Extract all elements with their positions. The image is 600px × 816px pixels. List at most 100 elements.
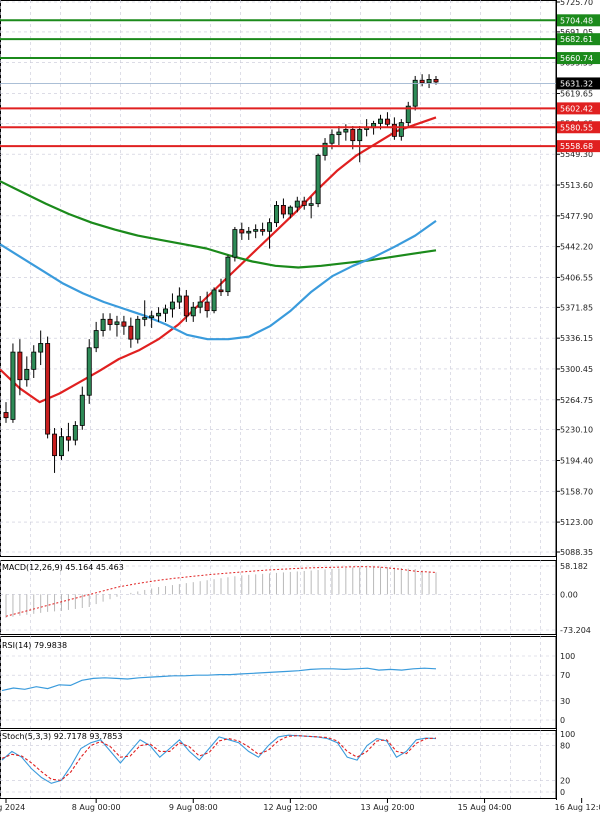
stoch-title: Stoch(5,3,3) 92.7178 93.7853 (2, 732, 122, 741)
candle (38, 343, 44, 353)
level-label-box (557, 140, 600, 153)
price-tick-label: 5123.00 (560, 518, 593, 527)
candle (384, 118, 390, 125)
x-tick-label: 12 Aug 12:00 (263, 803, 317, 812)
candle (322, 142, 328, 156)
candle (308, 203, 314, 206)
candle (3, 412, 9, 419)
candle (350, 129, 356, 142)
candle (378, 118, 383, 124)
level-label: 5660.74 (560, 54, 593, 63)
candle (93, 330, 99, 349)
price-tick-label: 5513.60 (560, 181, 593, 190)
macd-tick-label: 58.182 (560, 562, 588, 571)
price-tick-label: 5406.55 (560, 273, 593, 282)
candle (183, 295, 189, 317)
stoch-tick-label: 20 (560, 776, 570, 785)
candle (267, 222, 273, 232)
candle (10, 351, 16, 420)
candle (253, 229, 259, 232)
candle (336, 131, 342, 136)
candle (169, 301, 175, 310)
candle (343, 129, 349, 133)
price-tick-label: 5088.35 (560, 548, 593, 557)
candle (72, 425, 78, 441)
candle (135, 318, 141, 340)
candle (287, 206, 293, 215)
candle (218, 289, 224, 293)
stoch-d-line (1, 735, 437, 781)
candle (79, 394, 85, 426)
x-tick-label: 13 Aug 20:00 (360, 803, 414, 812)
candle (176, 295, 182, 303)
price-panel-frame (0, 0, 557, 557)
x-tick-label: Aug 2024 (0, 803, 25, 812)
moving-average-line-1 (0, 116, 437, 404)
rsi-panel-frame (0, 636, 557, 729)
x-tick-label: 16 Aug 12:00 (555, 803, 600, 812)
candle (114, 321, 120, 325)
candle (260, 229, 266, 232)
candle (17, 351, 23, 381)
level-label-box (557, 121, 600, 134)
candle (232, 229, 238, 258)
candle (190, 306, 196, 317)
candle (31, 351, 37, 370)
candle (239, 229, 245, 234)
candle (329, 134, 335, 144)
price-tick-label: 5549.30 (560, 150, 593, 159)
stoch-tick-label: 100 (560, 730, 575, 739)
level-label: 5704.48 (560, 16, 593, 25)
rsi-tick-label: 0 (560, 716, 565, 725)
stoch-k-line (1, 734, 437, 784)
price-tick-label: 5300.45 (560, 365, 593, 374)
candle (426, 79, 432, 84)
candle (412, 79, 418, 107)
level-label-box (557, 14, 600, 27)
candle (86, 347, 92, 396)
candle (405, 105, 411, 123)
level-label-box (557, 33, 600, 46)
candle (211, 289, 217, 312)
candle (274, 204, 279, 224)
price-tick-label: 5477.90 (560, 212, 593, 221)
level-label: 5602.42 (560, 104, 593, 113)
rsi-line (1, 667, 437, 692)
macd-tick-label: -73.204 (560, 626, 591, 635)
candle (45, 343, 51, 435)
price-tick-label: 5725.70 (560, 0, 593, 7)
level-label: 5558.68 (560, 142, 593, 151)
candle (163, 308, 168, 314)
candle (391, 123, 397, 137)
stoch-tick-label: 80 (560, 742, 570, 751)
candle (398, 122, 404, 137)
price-tick-label: 5194.40 (560, 456, 593, 465)
level-label: 5682.61 (560, 35, 593, 44)
candle (107, 318, 113, 325)
level-label-box (557, 77, 600, 90)
candle (246, 230, 252, 234)
candle (294, 200, 300, 208)
candle (121, 321, 127, 327)
stoch-tick-label: 0 (560, 788, 565, 797)
macd-tick-label: 0.00 (560, 590, 578, 599)
x-tick-label: 15 Aug 04:00 (458, 803, 512, 812)
rsi-tick-label: 30 (560, 697, 570, 706)
price-tick-label: 5691.05 (560, 28, 593, 37)
candle (204, 301, 210, 312)
moving-average-line-2 (0, 180, 437, 269)
rsi-tick-label: 100 (560, 652, 575, 661)
price-tick-label: 5264.75 (560, 396, 593, 405)
candle (419, 79, 425, 84)
candle (225, 256, 231, 293)
rsi-title: RSI(14) 79.9838 (2, 641, 67, 650)
level-label: 5580.55 (560, 123, 593, 132)
candle (65, 436, 71, 441)
price-tick-label: 5158.70 (560, 487, 593, 496)
rsi-tick-label: 70 (560, 671, 570, 680)
level-label-box (557, 52, 600, 65)
candle (357, 129, 363, 142)
candle (142, 317, 148, 320)
